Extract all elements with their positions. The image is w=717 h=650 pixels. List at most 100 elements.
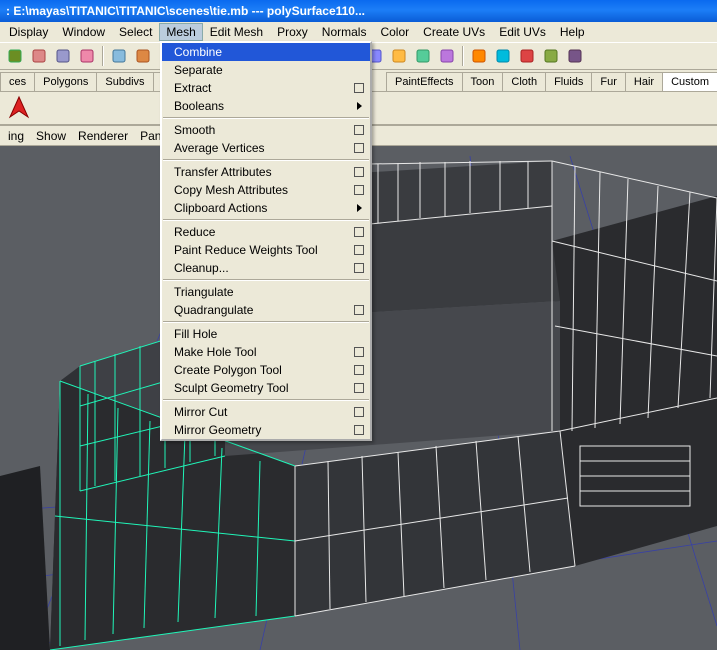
- menu-item-label: Create Polygon Tool: [174, 363, 282, 377]
- toolbar-button[interactable]: [4, 45, 26, 67]
- shelf-tab-custom[interactable]: Custom: [662, 72, 717, 91]
- option-box-icon[interactable]: [354, 227, 364, 237]
- option-box-icon[interactable]: [354, 383, 364, 393]
- option-box-icon[interactable]: [354, 365, 364, 375]
- menu-item-label: Separate: [174, 63, 223, 77]
- menu-color[interactable]: Color: [373, 23, 416, 41]
- toolbar-button[interactable]: [564, 45, 586, 67]
- toolbar-button[interactable]: [52, 45, 74, 67]
- option-box-icon[interactable]: [354, 167, 364, 177]
- menu-separator: [163, 321, 369, 323]
- menu-item-label: Transfer Attributes: [174, 165, 272, 179]
- panel-menu-show[interactable]: Show: [30, 127, 72, 145]
- menu-item-sculpt-geometry-tool[interactable]: Sculpt Geometry Tool: [162, 379, 370, 397]
- menu-item-mirror-cut[interactable]: Mirror Cut: [162, 403, 370, 421]
- shelf-tab-fur[interactable]: Fur: [591, 72, 626, 91]
- menu-item-label: Reduce: [174, 225, 215, 239]
- menu-item-label: Combine: [174, 45, 222, 59]
- panel-menu-renderer[interactable]: Renderer: [72, 127, 134, 145]
- menu-item-triangulate[interactable]: Triangulate: [162, 283, 370, 301]
- shelf-tab-hair[interactable]: Hair: [625, 72, 663, 91]
- menu-mesh[interactable]: Mesh: [159, 23, 202, 41]
- menu-item-make-hole-tool[interactable]: Make Hole Tool: [162, 343, 370, 361]
- menu-item-fill-hole[interactable]: Fill Hole: [162, 325, 370, 343]
- menu-item-paint-reduce-weights-tool[interactable]: Paint Reduce Weights Tool: [162, 241, 370, 259]
- toolbar-button[interactable]: [412, 45, 434, 67]
- shelf-tab-polygons[interactable]: Polygons: [34, 72, 97, 91]
- menu-bar[interactable]: DisplayWindowSelectMeshEdit MeshProxyNor…: [0, 22, 717, 42]
- toolbar-button[interactable]: [28, 45, 50, 67]
- menu-help[interactable]: Help: [553, 23, 592, 41]
- menu-item-clipboard-actions[interactable]: Clipboard Actions: [162, 199, 370, 217]
- menu-item-label: Copy Mesh Attributes: [174, 183, 288, 197]
- mesh-menu-dropdown[interactable]: Combine Separate Extract Booleans Smooth Aver…: [160, 41, 372, 441]
- shelf-icon[interactable]: [4, 93, 34, 123]
- menu-item-label: Sculpt Geometry Tool: [174, 381, 289, 395]
- option-box-icon[interactable]: [354, 263, 364, 273]
- menu-normals[interactable]: Normals: [315, 23, 374, 41]
- menu-item-label: Booleans: [174, 99, 224, 113]
- menu-display[interactable]: Display: [2, 23, 55, 41]
- menu-window[interactable]: Window: [55, 23, 112, 41]
- option-box-icon[interactable]: [354, 305, 364, 315]
- toolbar-button[interactable]: [108, 45, 130, 67]
- menu-item-label: Mirror Geometry: [174, 423, 261, 437]
- toolbar-button[interactable]: [388, 45, 410, 67]
- option-box-icon[interactable]: [354, 347, 364, 357]
- menu-item-label: Clipboard Actions: [174, 201, 267, 215]
- menu-edit-mesh[interactable]: Edit Mesh: [203, 23, 270, 41]
- menu-item-mirror-geometry[interactable]: Mirror Geometry: [162, 421, 370, 439]
- submenu-arrow-icon: [357, 204, 362, 212]
- toolbar-separator: [462, 46, 464, 66]
- option-box-icon[interactable]: [354, 83, 364, 93]
- toolbar-button[interactable]: [76, 45, 98, 67]
- menu-item-copy-mesh-attributes[interactable]: Copy Mesh Attributes: [162, 181, 370, 199]
- menu-item-smooth[interactable]: Smooth: [162, 121, 370, 139]
- shelf-tab-toon[interactable]: Toon: [462, 72, 504, 91]
- menu-item-label: Fill Hole: [174, 327, 217, 341]
- menu-item-label: Make Hole Tool: [174, 345, 257, 359]
- toolbar-button[interactable]: [492, 45, 514, 67]
- menu-proxy[interactable]: Proxy: [270, 23, 315, 41]
- menu-item-average-vertices[interactable]: Average Vertices: [162, 139, 370, 157]
- menu-item-label: Smooth: [174, 123, 215, 137]
- option-box-icon[interactable]: [354, 245, 364, 255]
- panel-menu-ing[interactable]: ing: [2, 127, 30, 145]
- shelf-tab-painteffects[interactable]: PaintEffects: [386, 72, 463, 91]
- shelf-tab-subdivs[interactable]: Subdivs: [96, 72, 153, 91]
- toolbar-button[interactable]: [436, 45, 458, 67]
- menu-item-combine[interactable]: Combine: [162, 43, 370, 61]
- toolbar-button[interactable]: [132, 45, 154, 67]
- option-box-icon[interactable]: [354, 143, 364, 153]
- shelf-tab-ces[interactable]: ces: [0, 72, 35, 91]
- menu-separator: [163, 117, 369, 119]
- menu-separator: [163, 279, 369, 281]
- menu-item-cleanup[interactable]: Cleanup...: [162, 259, 370, 277]
- menu-edit-uvs[interactable]: Edit UVs: [492, 23, 553, 41]
- menu-separator: [163, 159, 369, 161]
- menu-item-separate[interactable]: Separate: [162, 61, 370, 79]
- menu-item-booleans[interactable]: Booleans: [162, 97, 370, 115]
- menu-item-reduce[interactable]: Reduce: [162, 223, 370, 241]
- title-text: : E:\mayas\TITANIC\TITANIC\scenes\tie.mb…: [6, 4, 365, 18]
- menu-item-extract[interactable]: Extract: [162, 79, 370, 97]
- menu-create-uvs[interactable]: Create UVs: [416, 23, 492, 41]
- option-box-icon[interactable]: [354, 407, 364, 417]
- toolbar-button[interactable]: [516, 45, 538, 67]
- menu-item-label: Paint Reduce Weights Tool: [174, 243, 318, 257]
- menu-select[interactable]: Select: [112, 23, 159, 41]
- shelf-tab-fluids[interactable]: Fluids: [545, 72, 592, 91]
- menu-item-label: Cleanup...: [174, 261, 229, 275]
- menu-item-transfer-attributes[interactable]: Transfer Attributes: [162, 163, 370, 181]
- menu-item-create-polygon-tool[interactable]: Create Polygon Tool: [162, 361, 370, 379]
- option-box-icon[interactable]: [354, 185, 364, 195]
- option-box-icon[interactable]: [354, 425, 364, 435]
- option-box-icon[interactable]: [354, 125, 364, 135]
- menu-item-label: Extract: [174, 81, 211, 95]
- toolbar-button[interactable]: [540, 45, 562, 67]
- submenu-arrow-icon: [357, 102, 362, 110]
- menu-separator: [163, 399, 369, 401]
- shelf-tab-cloth[interactable]: Cloth: [502, 72, 546, 91]
- toolbar-button[interactable]: [468, 45, 490, 67]
- menu-item-quadrangulate[interactable]: Quadrangulate: [162, 301, 370, 319]
